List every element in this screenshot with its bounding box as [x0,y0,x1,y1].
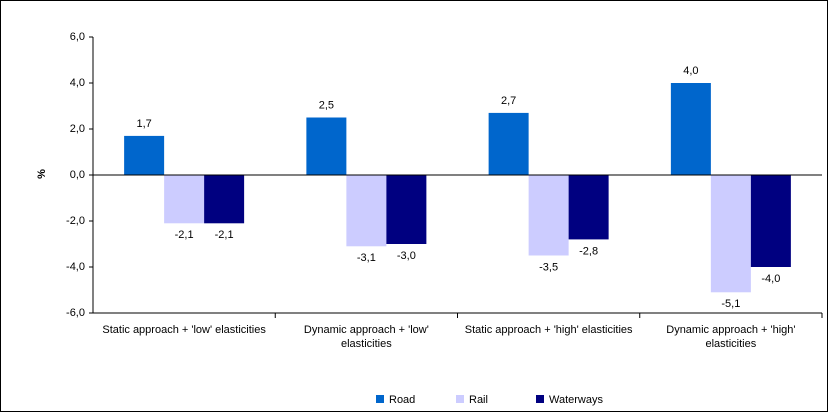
x-tick-label: Static approach + 'high' elasticities [464,324,633,336]
data-label: -3,5 [539,261,558,273]
y-tick-label: 6,0 [70,31,85,43]
legend-swatch [456,395,464,403]
x-tick-label: Dynamic approach + 'low' elasticities [303,324,429,350]
legend-label: Rail [469,394,488,406]
y-tick-label: -6,0 [66,307,85,319]
data-label: -5,1 [721,298,740,310]
bar [124,135,165,175]
y-tick-label: -2,0 [66,215,85,227]
data-label: -3,1 [357,252,376,264]
data-label: 1,7 [136,118,151,130]
x-tick-label: Dynamic approach + 'high' elasticities [666,324,796,350]
data-label: -2,1 [175,229,194,241]
data-label: -3,0 [397,250,416,262]
bar [710,175,751,293]
legend-swatch [536,395,544,403]
bar [204,175,245,224]
data-label: -2,8 [579,245,598,257]
legend-swatch [376,395,384,403]
data-label: -4,0 [761,273,780,285]
bar [386,175,427,244]
x-tick-label: Static approach + 'low' elasticities [102,324,266,336]
bar [488,112,529,175]
y-tick-label: 4,0 [70,77,85,89]
data-label: 4,0 [683,65,698,77]
bar [528,175,569,256]
bar [346,175,387,247]
data-label: 2,5 [319,99,334,111]
data-label: 2,7 [501,95,516,107]
bar [670,83,711,175]
data-label: -2,1 [215,229,234,241]
bar [164,175,205,224]
y-tick-label: 2,0 [70,123,85,135]
legend-label: Waterways [549,394,603,406]
y-tick-label: -4,0 [66,261,85,273]
y-tick-label: 0,0 [70,169,85,181]
y-axis-label: % [36,169,48,179]
bar [306,117,347,175]
bar [568,175,609,240]
legend-label: Road [389,394,415,406]
bar [750,175,791,267]
